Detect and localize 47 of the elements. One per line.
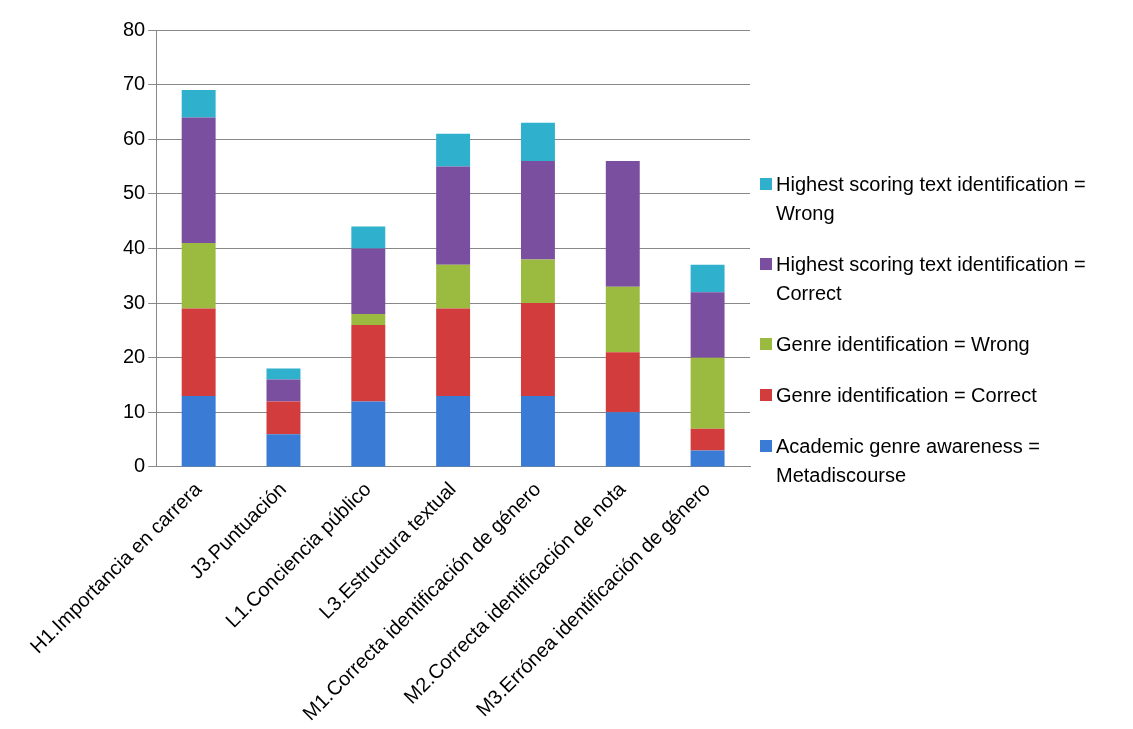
bar xyxy=(436,395,471,467)
bar xyxy=(266,379,301,402)
bar xyxy=(690,450,725,467)
bar xyxy=(351,248,386,314)
bar xyxy=(605,412,640,467)
bar xyxy=(520,303,555,396)
bar xyxy=(266,368,301,380)
legend-label: Genre identification = Wrong xyxy=(776,332,1030,357)
y-tick-label: 30 xyxy=(123,290,146,313)
y-tick-label: 0 xyxy=(134,454,146,477)
bar xyxy=(690,292,725,358)
bar xyxy=(181,90,216,118)
y-tick-label: 40 xyxy=(123,235,146,258)
bar xyxy=(351,401,386,467)
legend-label: Highest scoring text identification = Wrong xyxy=(776,172,1087,226)
legend-label: Highest scoring text identification = Correct xyxy=(776,252,1087,306)
y-tick-label: 10 xyxy=(123,399,146,422)
bar xyxy=(520,122,555,162)
bar xyxy=(690,264,725,293)
bar xyxy=(436,166,471,265)
bar xyxy=(520,395,555,467)
bar xyxy=(520,259,555,304)
bar xyxy=(436,133,471,167)
bar xyxy=(690,428,725,451)
y-tick-label: 60 xyxy=(123,126,146,149)
legend-label: Academic genre awareness = Metadiscourse xyxy=(776,434,1042,488)
bar xyxy=(436,308,471,396)
y-tick-label: 80 xyxy=(123,17,146,40)
bar xyxy=(605,161,640,287)
bar xyxy=(605,352,640,413)
bar xyxy=(181,395,216,467)
bar xyxy=(351,324,386,402)
y-tick-label: 70 xyxy=(123,72,146,95)
bar xyxy=(351,314,386,325)
bar xyxy=(181,117,216,243)
bar xyxy=(520,161,555,260)
bar xyxy=(266,401,301,435)
bar xyxy=(181,243,216,309)
bar xyxy=(266,434,301,467)
bar xyxy=(351,226,386,249)
bar xyxy=(436,264,471,309)
y-tick-label: 20 xyxy=(123,345,146,368)
y-tick-label: 50 xyxy=(123,181,146,204)
bar xyxy=(690,357,725,429)
legend-label: Genre identification = Correct xyxy=(776,383,1037,408)
bar xyxy=(605,286,640,353)
bar xyxy=(181,308,216,396)
